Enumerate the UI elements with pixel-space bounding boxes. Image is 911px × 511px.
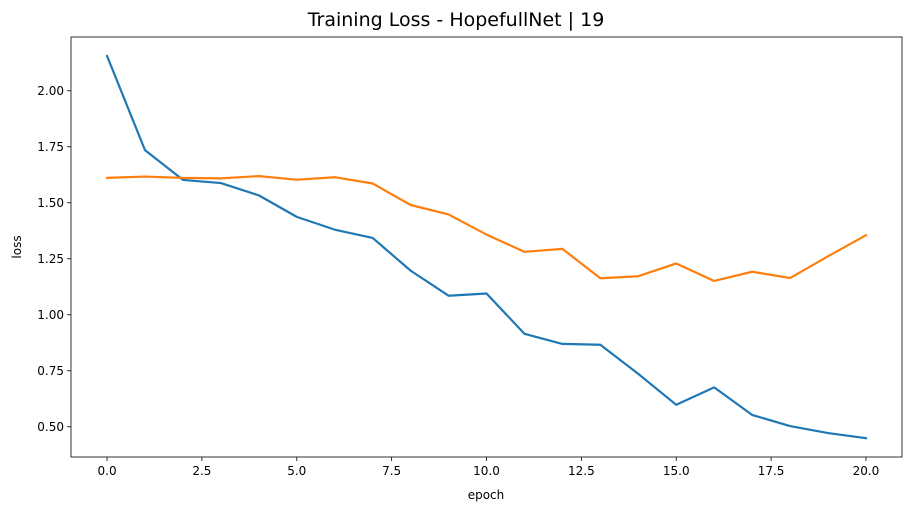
y-tick-label: 1.00 — [37, 308, 64, 322]
x-tick-label: 17.5 — [758, 464, 785, 478]
x-tick-label: 10.0 — [473, 464, 500, 478]
y-tick-label: 1.25 — [37, 252, 64, 266]
y-tick-label: 0.50 — [37, 420, 64, 434]
plot-area: 0.0 2.5 5.0 7.5 10.0 12.5 15.0 17.5 20.0 0.50 0.75… — [37, 54, 880, 478]
x-tick-label: 2.5 — [192, 464, 211, 478]
x-tick-label: 5.0 — [287, 464, 306, 478]
x-tick-label: 20.0 — [853, 464, 880, 478]
x-tick-label: 0.0 — [98, 464, 117, 478]
y-tick-label: 0.75 — [37, 364, 64, 378]
plot-frame — [70, 36, 903, 458]
chart-title: Training Loss - HopefullNet | 19 — [307, 9, 605, 31]
x-tick-label: 12.5 — [568, 464, 595, 478]
y-tick-label: 1.75 — [37, 140, 64, 154]
series-line-2 — [105, 175, 868, 283]
y-tick-label: 1.50 — [37, 196, 64, 210]
x-tick-label: 15.0 — [663, 464, 690, 478]
series-line-1 — [105, 54, 868, 440]
x-axis-label: epoch — [468, 488, 505, 502]
y-axis-label: loss — [10, 235, 24, 258]
x-tick-label: 7.5 — [382, 464, 401, 478]
y-tick-label: 2.00 — [37, 84, 64, 98]
